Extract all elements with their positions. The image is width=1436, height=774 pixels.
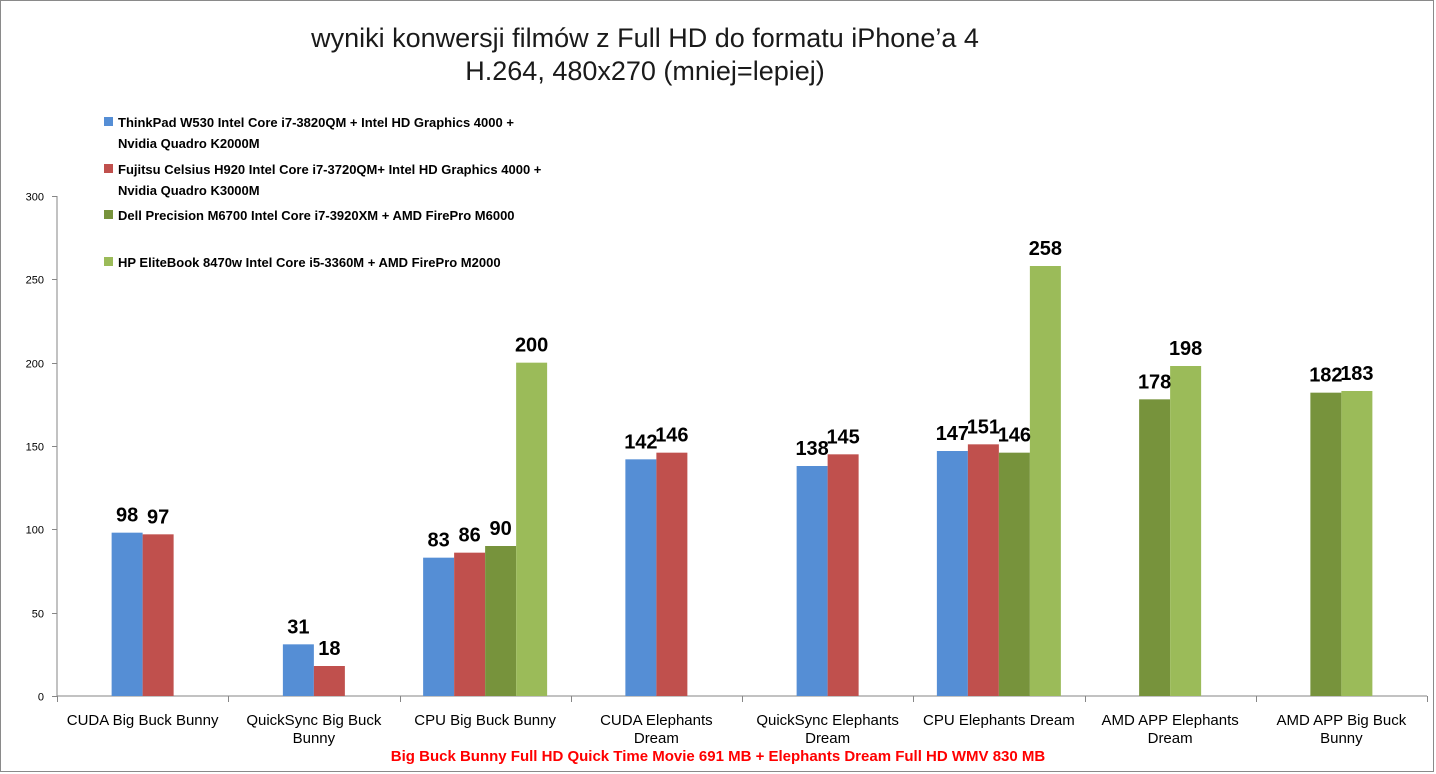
data-label: 146 [655,425,688,447]
y-tick-label: 50 [32,609,44,621]
bar [313,666,345,696]
x-tick-label-line: AMD APP Big Buck [1276,712,1406,729]
y-tick-label: 200 [26,359,44,371]
x-tick-label-line: Bunny [1320,730,1363,747]
data-label: 145 [826,426,859,448]
data-label: 83 [428,530,450,552]
legend-label-dell: Dell Precision M6700 Intel Core i7-3920X… [118,208,515,223]
chart-title-line-1: wyniki konwersji filmów z Full HD do for… [311,23,979,53]
x-tick-label-line: Dream [1148,730,1193,747]
data-label: 147 [936,423,969,445]
bar [827,454,859,696]
x-tick-label-line: QuickSync Elephants [756,712,899,729]
bar [1310,392,1342,696]
data-label: 98 [116,505,138,527]
legend-swatch-dell [104,210,113,219]
bar [111,532,143,696]
chart-footnote: Big Buck Bunny Full HD Quick Time Movie … [390,748,1046,765]
x-tick-label: CUDA Big Buck Bunny [67,712,219,729]
data-label: 146 [998,425,1031,447]
legend-item-hp: HP EliteBook 8470w Intel Core i5-3360M +… [104,252,588,273]
bar [625,459,657,696]
legend-label-fujitsu-line-1: Fujitsu Celsius H920 Intel Core i7-3720Q… [118,162,542,177]
bar [1029,266,1061,696]
x-tick-label: CPU Elephants Dream [923,712,1075,729]
x-tick-label-line: Dream [634,730,679,747]
data-label: 258 [1029,238,1062,260]
data-label: 151 [967,416,1000,438]
bar [454,552,486,696]
data-label: 200 [515,335,548,357]
data-label: 138 [795,438,828,460]
x-tick-label: CUDA Elephants Dream [600,712,713,747]
bar [516,362,548,696]
chart-title-line-2: H.264, 480x270 (mniej=lepiej) [465,56,825,86]
legend-label-thinkpad-line-2: Nvidia Quadro K2000M [118,136,260,151]
legend-item-fujitsu: Fujitsu Celsius H920 Intel Core i7-3720Q… [104,159,588,201]
bar [485,546,517,696]
legend-item-thinkpad: ThinkPad W530 Intel Core i7-3820QM + Int… [104,112,588,154]
data-label: 31 [287,616,309,638]
y-tick-label: 100 [26,525,44,537]
bar [1139,399,1171,696]
x-tick-label-line: CUDA Elephants [600,712,713,729]
data-label: 142 [624,431,657,453]
x-tick-label-line: Dream [805,730,850,747]
y-tick-label: 250 [26,275,44,287]
bar [1341,391,1373,696]
x-tick-label-line: CPU Big Buck Bunny [414,712,556,729]
legend-swatch-fujitsu [104,164,113,173]
legend-swatch-hp [104,257,113,266]
x-tick-label-line: AMD APP Elephants [1101,712,1238,729]
bar [796,466,828,696]
data-label: 18 [318,638,340,660]
bar [936,451,968,696]
legend-swatch-thinkpad [104,117,113,126]
x-tick-label: QuickSync Big Buck Bunny [246,712,382,747]
bar [656,452,688,696]
x-tick-label: QuickSync Elephants Dream [756,712,899,747]
x-tick-label: AMD APP Big Buck Bunny [1276,712,1406,747]
x-tick-label-line: Bunny [293,730,336,747]
legend-label-hp: HP EliteBook 8470w Intel Core i5-3360M +… [118,255,501,270]
legend-label-thinkpad-line-1: ThinkPad W530 Intel Core i7-3820QM + Int… [118,115,514,130]
y-tick-label: 150 [26,442,44,454]
x-tick-label-line: CUDA Big Buck Bunny [67,712,219,729]
data-label: 178 [1138,371,1171,393]
bar [967,444,999,696]
x-tick-label-line: CPU Elephants Dream [923,712,1075,729]
y-tick-label: 300 [26,192,44,204]
legend-label-fujitsu-line-2: Nvidia Quadro K3000M [118,183,260,198]
bar [423,557,455,696]
x-tick-label-line: QuickSync Big Buck [246,712,382,729]
data-label: 198 [1169,338,1202,360]
bar [998,452,1030,696]
data-label: 97 [147,506,169,528]
data-label: 86 [459,525,481,547]
bar [1170,366,1202,696]
x-tick-label: CPU Big Buck Bunny [414,712,556,729]
chart-title: wyniki konwersji filmów z Full HD do for… [0,22,1290,88]
x-tick-label: AMD APP Elephants Dream [1101,712,1238,747]
y-tick-label: 0 [38,692,44,704]
bar [282,644,314,696]
data-label: 183 [1340,363,1373,385]
data-label: 90 [490,518,512,540]
bar [142,534,174,696]
legend-item-dell: Dell Precision M6700 Intel Core i7-3920X… [104,205,588,226]
data-label: 182 [1309,365,1342,387]
